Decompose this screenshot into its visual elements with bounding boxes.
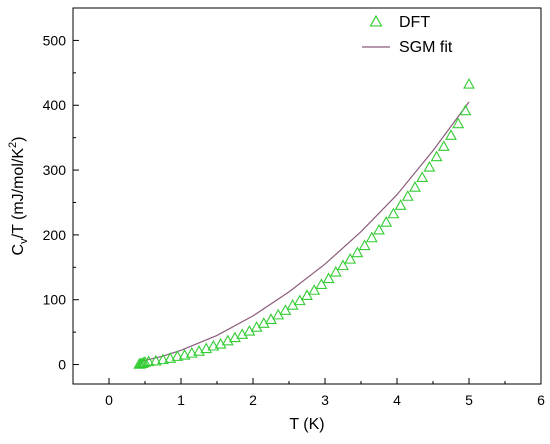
dft-point — [344, 252, 357, 264]
x-tick-label: 0 — [105, 392, 113, 408]
dft-point — [200, 342, 213, 354]
y-axis-title-after: /T (mJ/mol/K — [10, 148, 27, 239]
dft-point — [171, 350, 184, 361]
y-axis-title-main: C — [10, 244, 27, 256]
dft-point — [452, 117, 465, 129]
dft-point — [142, 355, 155, 367]
y-axis-title-sup: 2 — [7, 142, 19, 148]
dft-point — [257, 317, 270, 328]
dft-point — [139, 356, 151, 367]
dft-point — [423, 160, 436, 172]
plot-frame — [72, 7, 542, 385]
y-axis-title: Cv/T (mJ/mol/K2) — [7, 137, 30, 256]
legend-fit-label: SGM fit — [399, 39, 453, 56]
dft-point — [164, 352, 177, 363]
y-tick-label: 100 — [43, 292, 67, 308]
dft-point — [459, 104, 472, 116]
x-tick-label: 2 — [249, 392, 257, 408]
dft-point — [358, 239, 371, 251]
y-tick-label: 0 — [58, 357, 66, 373]
dft-point — [409, 181, 421, 192]
dft-point — [416, 171, 429, 182]
y-tick-label: 200 — [43, 227, 67, 243]
x-tick-label: 4 — [393, 392, 401, 408]
legend-dft-marker — [369, 14, 383, 27]
dft-point — [351, 246, 364, 258]
dft-point — [365, 231, 378, 243]
dft-point — [315, 278, 328, 289]
dft-point — [279, 304, 292, 315]
dft-point — [178, 348, 191, 360]
dft-point — [149, 354, 162, 366]
dft-point — [293, 294, 306, 306]
dft-point — [463, 77, 475, 89]
dft-point — [301, 289, 313, 300]
dft-point — [243, 324, 256, 336]
dft-point — [137, 356, 150, 368]
sgm-fit-line — [141, 101, 470, 362]
dft-point — [380, 216, 393, 227]
dft-point — [157, 353, 169, 365]
dft-point — [387, 207, 400, 219]
dft-point — [322, 272, 335, 284]
dft-point — [329, 265, 342, 277]
y-axis-ticks: 0 100 200 300 400 500 — [43, 32, 79, 373]
dft-point — [250, 321, 263, 332]
dft-point — [445, 129, 457, 140]
dft-point — [337, 259, 349, 271]
dft-point — [437, 140, 450, 151]
dft-point — [430, 150, 443, 162]
dft-point — [401, 190, 414, 201]
x-tick-label: 3 — [321, 392, 329, 408]
dft-point — [394, 199, 407, 210]
dft-point — [193, 345, 205, 356]
x-tick-label: 1 — [177, 392, 185, 408]
y-tick-label: 500 — [43, 32, 67, 48]
series-layer — [133, 77, 475, 369]
y-axis-title-close: ) — [10, 137, 27, 142]
x-axis-title: T (K) — [289, 416, 324, 433]
y-axis-title-sub: v — [18, 238, 30, 244]
y-tick-label: 400 — [43, 97, 67, 113]
legend: DFT SGM fit — [362, 14, 453, 56]
y-tick-label: 300 — [43, 162, 67, 178]
dft-point — [207, 339, 220, 351]
dft-point — [185, 346, 198, 358]
x-tick-label: 6 — [537, 392, 545, 408]
dft-point — [308, 284, 321, 295]
legend-dft-label: DFT — [399, 14, 430, 31]
dft-point — [373, 223, 385, 235]
x-axis-ticks: 0 1 2 3 4 5 6 — [72, 378, 545, 408]
x-tick-label: 5 — [465, 392, 473, 408]
